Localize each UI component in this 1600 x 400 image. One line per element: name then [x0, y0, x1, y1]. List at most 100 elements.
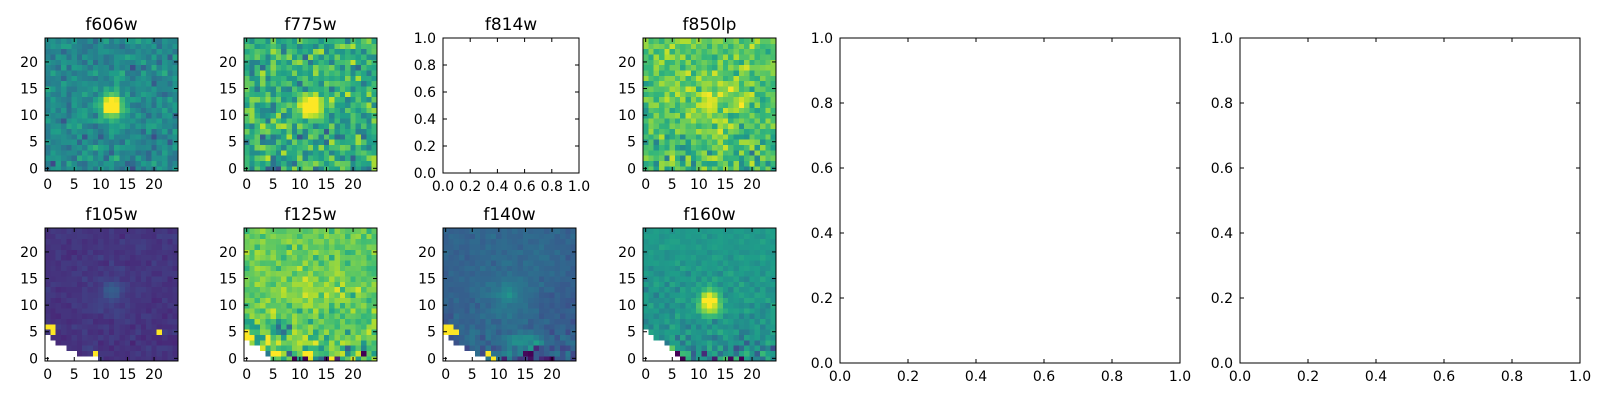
heatmap-cell [71, 133, 78, 140]
heatmap-cell [140, 155, 147, 161]
heatmap-cell [674, 233, 681, 240]
heatmap-cell [674, 53, 681, 60]
heatmap-cell [286, 117, 293, 124]
heatmap-cell [706, 259, 713, 266]
heatmap-cell [265, 318, 272, 325]
heatmap-cell [765, 238, 772, 245]
heatmap-cell [685, 69, 692, 76]
heatmap-cell [92, 96, 99, 103]
heatmap-cell [297, 128, 304, 135]
heatmap-cell [653, 144, 660, 151]
heatmap-cell [738, 265, 745, 272]
heatmap-cell [528, 286, 535, 293]
heatmap-cell [291, 107, 298, 114]
heatmap-cell [66, 291, 73, 298]
x-tick-label: 0.8 [1501, 369, 1523, 385]
heatmap-cell [765, 155, 772, 161]
heatmap-cell [690, 64, 697, 71]
heatmap-cell [653, 139, 660, 145]
heatmap-cell [281, 265, 288, 272]
heatmap-cell [50, 80, 57, 87]
heatmap-cell [506, 270, 513, 277]
heatmap-cell [512, 243, 519, 250]
heatmap-cell [286, 323, 293, 330]
heatmap-cell [533, 243, 540, 250]
heatmap-cell [549, 350, 556, 357]
heatmap-cell [653, 275, 660, 282]
heatmap-cell [770, 38, 777, 44]
x-tick-label: 1.0 [1569, 369, 1591, 385]
heatmap-cell [71, 43, 78, 50]
heatmap-cell [480, 323, 487, 330]
heatmap-cell [554, 339, 561, 346]
heatmap-cell [664, 85, 671, 92]
heatmap-cell [366, 69, 373, 76]
heatmap-cell [156, 91, 163, 98]
heatmap-cell [669, 107, 676, 114]
heatmap-cell [249, 249, 256, 256]
heatmap-cell [265, 123, 272, 130]
heatmap-cell [722, 313, 729, 320]
heatmap-cell [307, 69, 314, 76]
heatmap-cell [701, 286, 708, 293]
heatmap-cell [156, 117, 163, 124]
y-tick-label: 0.2 [811, 291, 833, 307]
heatmap-cell [140, 133, 147, 140]
heatmap-cell [469, 297, 476, 304]
heatmap-cell [754, 243, 761, 250]
heatmap-cell [339, 286, 346, 293]
heatmap-cell [538, 345, 545, 351]
heatmap-cell [754, 249, 761, 256]
heatmap-cell [350, 91, 357, 98]
heatmap-cell [549, 291, 556, 298]
heatmap-cell [339, 149, 346, 156]
heatmap-cell [244, 318, 250, 325]
heatmap-cell [522, 286, 529, 293]
heatmap-cell [754, 144, 761, 151]
heatmap-cell [674, 43, 681, 50]
heatmap-cell [517, 307, 524, 314]
heatmap-cell [254, 59, 261, 66]
heatmap-cell [71, 323, 78, 330]
heatmap-cell [680, 112, 687, 119]
heatmap-cell [130, 80, 137, 87]
heatmap-cell [140, 243, 147, 250]
heatmap-cell [361, 313, 367, 320]
heatmap-cells [443, 228, 577, 362]
heatmap-cell [474, 329, 481, 335]
heatmap-cell [453, 323, 460, 330]
heatmap-cell [286, 123, 293, 130]
heatmap-cell [76, 238, 83, 245]
heatmap-cell [119, 228, 126, 234]
heatmap-cell [733, 133, 740, 140]
heatmap-cell [706, 43, 713, 50]
heatmap-cell [172, 270, 179, 277]
heatmap-cell [82, 69, 89, 76]
heatmap-cell [130, 233, 137, 240]
heatmap-cell [722, 64, 729, 71]
heatmap-cell [87, 281, 94, 288]
y-tick-label: 0.8 [1211, 96, 1233, 112]
heatmap-cell [291, 297, 298, 304]
heatmap-cell [307, 254, 314, 261]
heatmap-cell [172, 233, 179, 240]
heatmap-cell [680, 345, 687, 351]
heatmap-cell [749, 64, 756, 71]
heatmap-cell [302, 107, 309, 114]
heatmap-cell [706, 355, 713, 362]
heatmap-cell [124, 139, 131, 145]
heatmap-cell [275, 334, 282, 341]
heatmap-cell [517, 334, 524, 341]
heatmap-cell [533, 259, 540, 266]
heatmap-cell [674, 48, 681, 55]
heatmap-cell [108, 64, 115, 71]
heatmap-cell [108, 307, 115, 314]
heatmap-cell [329, 112, 336, 119]
heatmap-cell [302, 123, 309, 130]
heatmap-cell [286, 91, 293, 98]
x-tick-label: 20 [344, 177, 362, 193]
heatmap-cell [60, 302, 67, 309]
heatmap-cell [469, 249, 476, 256]
heatmap-cell [371, 123, 378, 130]
y-tick-label: 0.8 [414, 58, 436, 74]
